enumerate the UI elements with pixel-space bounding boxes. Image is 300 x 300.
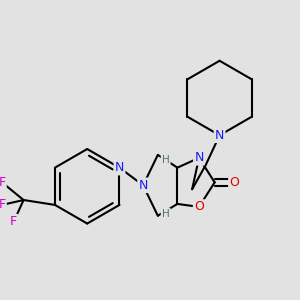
Text: N: N — [138, 179, 148, 192]
Text: F: F — [0, 198, 6, 212]
Text: N: N — [115, 161, 124, 174]
Text: F: F — [0, 176, 6, 189]
Text: N: N — [194, 151, 204, 164]
Text: N: N — [215, 129, 224, 142]
Text: O: O — [194, 200, 204, 213]
Text: H: H — [162, 155, 170, 165]
Text: O: O — [230, 176, 239, 189]
Text: F: F — [10, 215, 17, 228]
Text: H: H — [162, 209, 170, 219]
